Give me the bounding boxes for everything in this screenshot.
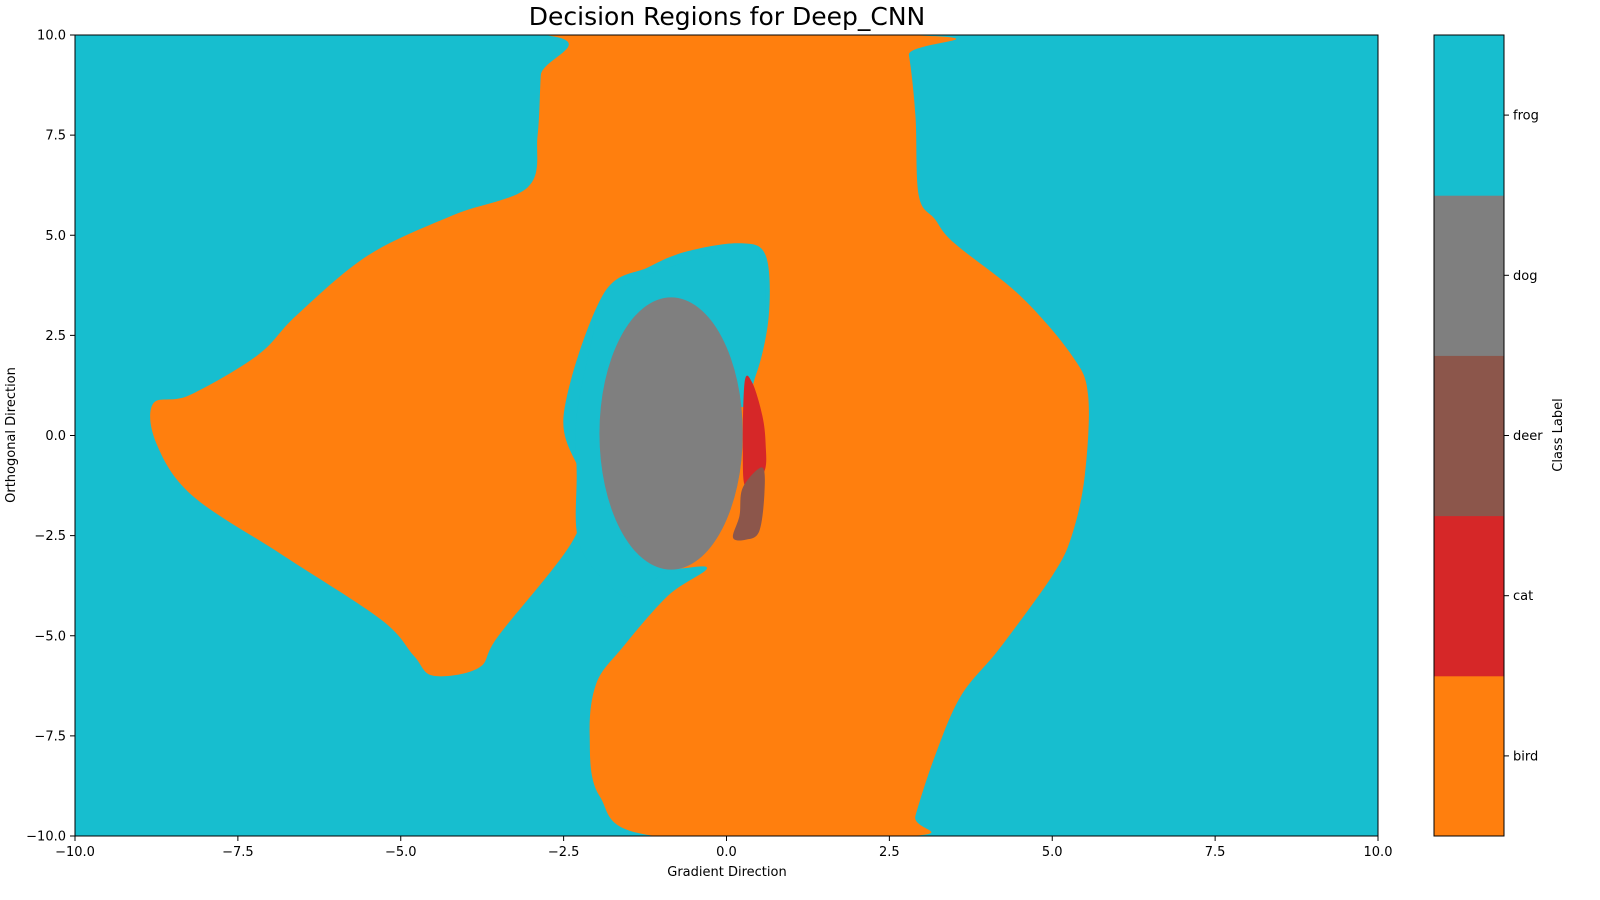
colorbar-tick-label-frog: frog	[1513, 109, 1539, 124]
y-tick-label: 10.0	[37, 29, 66, 44]
colorbar-segment-deer	[1434, 355, 1504, 517]
colorbar-frame	[1433, 34, 1505, 837]
colorbar-tick-label-bird: bird	[1513, 749, 1538, 764]
x-tick-label: 0.0	[716, 845, 737, 860]
x-tick-label: 7.5	[1205, 845, 1226, 860]
x-tick-label: 10.0	[1364, 845, 1393, 860]
x-tick-label: 5.0	[1042, 845, 1063, 860]
region-cat-3	[742, 375, 767, 489]
y-tick-label: 5.0	[45, 229, 66, 244]
y-axis: −10.0 −7.5 −5.0 −2.5 0.0 2.5 5.0 7.5 10.0	[26, 29, 75, 845]
y-tick-label: 2.5	[45, 329, 66, 344]
colorbar-segment-dog	[1434, 195, 1504, 356]
x-tick-label: −7.5	[222, 845, 254, 860]
colorbar-segment-cat	[1434, 515, 1504, 677]
colorbar: bird cat deer dog frog	[1433, 34, 1543, 837]
y-tick-label: −10.0	[26, 830, 66, 845]
colorbar-tick-label-dog: dog	[1513, 269, 1537, 284]
colorbar-segment-bird	[1434, 675, 1504, 837]
x-tick-label: −10.0	[55, 845, 95, 860]
plot-frame	[74, 34, 1379, 837]
chart-title: Decision Regions for Deep_CNN	[529, 2, 926, 31]
y-tick-label: 7.5	[45, 129, 66, 144]
plot-area	[75, 35, 1378, 836]
y-tick-label: −7.5	[34, 729, 66, 744]
y-tick-label: 0.0	[45, 429, 66, 444]
colorbar-segment-frog	[1434, 35, 1504, 196]
y-axis-label: Orthogonal Direction	[4, 367, 19, 503]
region-dog	[599, 297, 743, 570]
x-axis: −10.0 −7.5 −5.0 −2.5 0.0 2.5 5.0 7.5 10.0	[55, 836, 1392, 860]
region-deer-4	[732, 467, 765, 541]
y-tick-label: −5.0	[34, 629, 66, 644]
colorbar-tick-label-cat: cat	[1513, 589, 1533, 604]
colorbar-tick-label-deer: deer	[1513, 429, 1543, 444]
x-axis-label: Gradient Direction	[667, 865, 786, 880]
colorbar-label: Class Label	[1551, 398, 1566, 471]
x-tick-label: −5.0	[385, 845, 417, 860]
y-tick-label: −2.5	[34, 529, 66, 544]
x-tick-label: 2.5	[879, 845, 900, 860]
x-tick-label: −2.5	[548, 845, 580, 860]
